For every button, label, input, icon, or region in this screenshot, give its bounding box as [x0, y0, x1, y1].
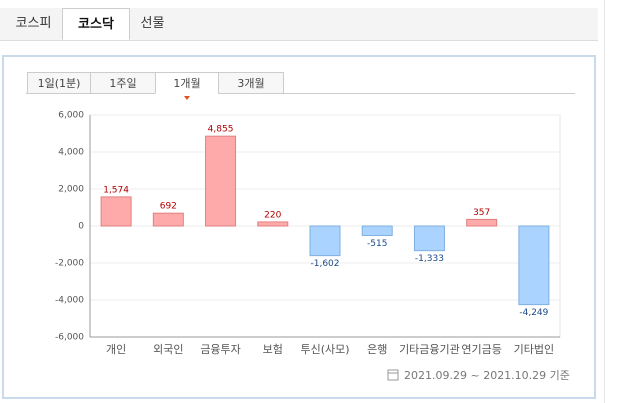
y-tick-label: -6,000: [55, 333, 84, 343]
value-label: -4,249: [519, 308, 548, 318]
scroll-area: [604, 0, 618, 403]
x-tick-label: 금융투자: [200, 343, 240, 356]
x-tick-label: 기타금융기관: [399, 343, 460, 356]
value-label: 1,574: [103, 185, 129, 195]
bar: [413, 225, 445, 252]
footer-date: 2021.09.29 ~ 2021.10.29 기준: [404, 369, 570, 382]
chart-panel: [2, 55, 596, 399]
x-tick-label: 외국인: [153, 343, 183, 356]
market-tab[interactable]: 코스닥: [62, 8, 130, 40]
period-tab[interactable]: 3개월: [218, 72, 284, 94]
market-tab[interactable]: 코스피: [15, 16, 52, 31]
y-tick-label: -2,000: [55, 259, 84, 269]
bar: [466, 218, 498, 227]
period-tab[interactable]: 1주일: [90, 72, 156, 94]
bar: [257, 221, 289, 227]
value-label: 692: [160, 202, 177, 212]
x-tick-label: 개인: [106, 343, 126, 356]
period-tab[interactable]: 1개월: [155, 72, 219, 94]
bar: [309, 225, 341, 257]
bar: [361, 225, 393, 237]
x-tick-label: 투신(사모): [300, 343, 349, 356]
x-tick-label: 기타법인: [514, 343, 554, 356]
value-label: -515: [367, 239, 387, 249]
tab-line: [26, 93, 575, 94]
bar: [518, 225, 550, 306]
value-label: -1,333: [415, 254, 444, 264]
y-tick-label: 6,000: [58, 111, 84, 121]
active-marker: [184, 96, 190, 100]
y-tick-label: 2,000: [58, 185, 84, 195]
bar: [152, 212, 184, 227]
value-label: 4,855: [208, 125, 234, 135]
market-tab[interactable]: 선물: [140, 16, 165, 31]
x-tick-label: 보험: [263, 343, 283, 356]
x-tick-label: 연기금등: [461, 343, 501, 356]
bar: [100, 196, 132, 227]
value-label: 357: [473, 208, 490, 218]
calendar-icon: [387, 369, 399, 381]
value-label: -1,602: [310, 259, 339, 269]
bar: [205, 135, 237, 227]
y-tick-label: -4,000: [55, 296, 84, 306]
y-tick-label: 0: [78, 222, 84, 232]
value-label: 220: [264, 210, 281, 220]
y-tick-label: 4,000: [58, 148, 84, 158]
period-tab[interactable]: 1일(1분): [27, 72, 91, 94]
x-tick-label: 은행: [367, 343, 387, 356]
